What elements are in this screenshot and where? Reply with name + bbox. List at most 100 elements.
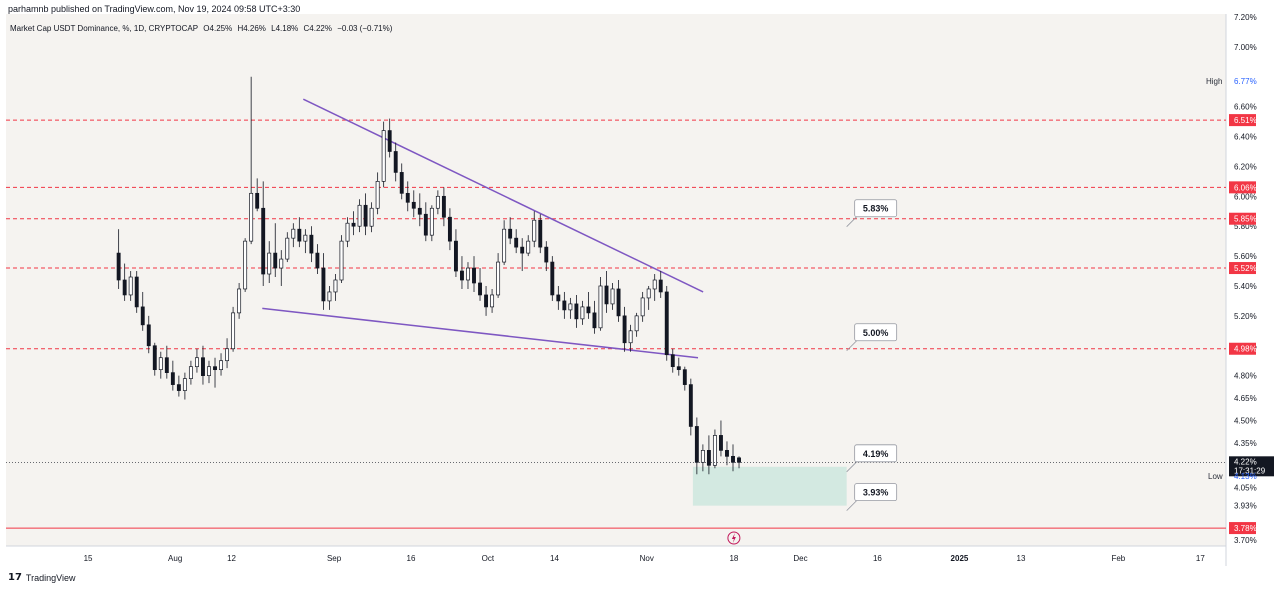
candle-body[interactable] xyxy=(297,228,302,242)
candle-body[interactable] xyxy=(478,282,482,296)
candle-body[interactable] xyxy=(315,252,320,269)
footer-brand[interactable]: 𝟭𝟳 TradingView xyxy=(8,572,75,583)
candle-body[interactable] xyxy=(706,450,711,466)
candle-body[interactable] xyxy=(249,192,254,242)
candle-body[interactable] xyxy=(472,267,476,284)
callout-box[interactable] xyxy=(854,323,898,342)
candle-body[interactable] xyxy=(538,219,543,248)
candle-body[interactable] xyxy=(628,330,633,344)
candle-body[interactable] xyxy=(146,324,151,347)
candle-body[interactable] xyxy=(363,204,368,227)
candle-body[interactable] xyxy=(670,354,675,368)
candle-body[interactable] xyxy=(231,312,236,350)
candle-body[interactable] xyxy=(574,303,579,320)
callout-box[interactable] xyxy=(854,483,898,502)
candle-body[interactable] xyxy=(616,288,621,317)
candle-body[interactable] xyxy=(731,455,735,463)
candle-body[interactable] xyxy=(568,303,573,311)
candle-body[interactable] xyxy=(423,213,428,236)
candle-body[interactable] xyxy=(496,261,501,296)
candle-body[interactable] xyxy=(514,237,519,248)
candle-body[interactable] xyxy=(532,219,537,242)
plot-background[interactable] xyxy=(6,14,1226,546)
candle-body[interactable] xyxy=(712,435,717,466)
candle-body[interactable] xyxy=(201,357,205,376)
candle-body[interactable] xyxy=(598,285,603,329)
candle-body[interactable] xyxy=(399,172,404,194)
candle-body[interactable] xyxy=(255,192,260,209)
candle-body[interactable] xyxy=(345,222,350,242)
candle-body[interactable] xyxy=(369,207,374,227)
candle-body[interactable] xyxy=(737,457,741,463)
candle-body[interactable] xyxy=(387,130,392,152)
candle-body[interactable] xyxy=(213,366,217,371)
candle-body[interactable] xyxy=(122,279,127,296)
candle-body[interactable] xyxy=(303,234,308,242)
candle-body[interactable] xyxy=(634,315,639,332)
candle-body[interactable] xyxy=(466,267,470,281)
candle-body[interactable] xyxy=(194,357,199,368)
candle-body[interactable] xyxy=(725,450,729,457)
candle-body[interactable] xyxy=(556,294,561,302)
candle-body[interactable] xyxy=(622,315,627,344)
candle-body[interactable] xyxy=(279,258,284,269)
candle-body[interactable] xyxy=(562,300,567,311)
candle-body[interactable] xyxy=(381,130,386,182)
candle-body[interactable] xyxy=(207,366,211,376)
candle-body[interactable] xyxy=(291,228,296,239)
candle-body[interactable] xyxy=(261,207,266,275)
candle-body[interactable] xyxy=(321,267,326,302)
candle-body[interactable] xyxy=(502,228,507,263)
candle-body[interactable] xyxy=(327,291,332,302)
candle-body[interactable] xyxy=(128,276,133,296)
candle-body[interactable] xyxy=(357,204,362,227)
callout-box[interactable] xyxy=(854,199,898,218)
events-lightning-icon[interactable] xyxy=(727,531,741,545)
candle-body[interactable] xyxy=(225,348,230,362)
candle-body[interactable] xyxy=(484,294,489,308)
target-zone[interactable] xyxy=(692,466,847,506)
candle-body[interactable] xyxy=(393,151,398,173)
candle-body[interactable] xyxy=(116,252,121,281)
candle-body[interactable] xyxy=(309,234,314,254)
candle-body[interactable] xyxy=(700,450,705,463)
candle-body[interactable] xyxy=(339,240,344,281)
candle-body[interactable] xyxy=(592,312,597,329)
candle-body[interactable] xyxy=(586,306,591,314)
candle-body[interactable] xyxy=(170,372,175,385)
candle-body[interactable] xyxy=(640,297,645,317)
candle-body[interactable] xyxy=(158,357,163,371)
candle-body[interactable] xyxy=(610,288,615,305)
callout-box[interactable] xyxy=(854,444,898,463)
candle-body[interactable] xyxy=(267,252,272,275)
candle-body[interactable] xyxy=(182,378,187,391)
candle-body[interactable] xyxy=(176,384,181,391)
candle-body[interactable] xyxy=(411,201,416,209)
candle-body[interactable] xyxy=(550,261,555,296)
candle-body[interactable] xyxy=(333,279,338,293)
candle-body[interactable] xyxy=(134,276,139,308)
candle-body[interactable] xyxy=(405,192,410,203)
candle-body[interactable] xyxy=(646,288,651,299)
upper-wedge-line[interactable] xyxy=(302,98,704,293)
candle-body[interactable] xyxy=(664,291,669,356)
candle-body[interactable] xyxy=(526,240,531,254)
candle-body[interactable] xyxy=(285,237,290,260)
candle-body[interactable] xyxy=(441,195,446,218)
candle-body[interactable] xyxy=(520,246,525,254)
candle-body[interactable] xyxy=(417,207,422,215)
candle-body[interactable] xyxy=(544,246,549,263)
candle-body[interactable] xyxy=(460,270,464,281)
candle-body[interactable] xyxy=(658,279,663,293)
candle-body[interactable] xyxy=(219,360,223,371)
candle-body[interactable] xyxy=(604,285,609,305)
candle-body[interactable] xyxy=(719,435,723,451)
candle-body[interactable] xyxy=(688,384,693,427)
candle-body[interactable] xyxy=(490,294,495,308)
candle-body[interactable] xyxy=(237,288,242,314)
candle-body[interactable] xyxy=(375,181,380,209)
candle-body[interactable] xyxy=(676,366,681,371)
candle-body[interactable] xyxy=(508,228,513,239)
candle-body[interactable] xyxy=(652,279,657,290)
